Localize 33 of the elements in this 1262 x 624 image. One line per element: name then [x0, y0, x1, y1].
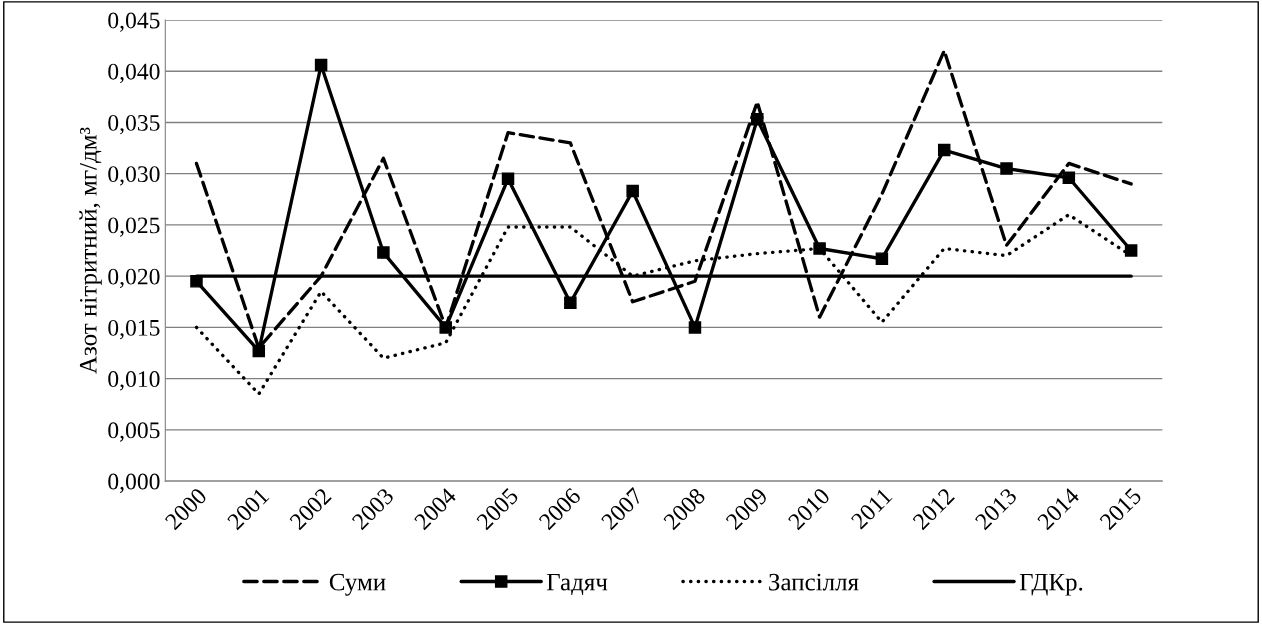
y-tick-label: 0,020	[108, 268, 160, 288]
y-tick-label: 0,000	[108, 473, 160, 493]
point	[688, 321, 702, 334]
y-tick-label: 0,040	[108, 63, 160, 84]
legend-label: Гадяч	[546, 573, 608, 596]
point	[314, 58, 328, 72]
point	[501, 172, 515, 186]
point	[875, 252, 889, 265]
legend-label: ГДКр.	[1019, 573, 1083, 596]
y-tick-label: 0,025	[108, 217, 160, 237]
y-tick-label: 0,030	[108, 166, 160, 186]
point	[377, 246, 390, 259]
legend-label: Суми	[329, 573, 386, 596]
point	[813, 242, 826, 255]
point	[626, 184, 639, 198]
y-tick-label: 0,005	[108, 422, 160, 442]
y-tick-label: 0,015	[108, 319, 160, 340]
point	[439, 321, 452, 334]
point	[564, 296, 577, 310]
y-tick-label: 0,035	[108, 114, 160, 135]
x-tick-label: 2011	[850, 487, 893, 530]
point	[1000, 162, 1013, 175]
point	[751, 113, 764, 126]
point	[1124, 244, 1138, 257]
point	[190, 275, 203, 288]
point	[937, 143, 951, 157]
legend-label: Запсілля	[769, 573, 859, 591]
y-tick-label: 0,010	[108, 371, 160, 391]
y-tick-label: 0,045	[108, 12, 160, 32]
x-tick-label: 2001	[226, 487, 270, 531]
y-axis-title: Азот нітритний, мг/дм³	[79, 127, 102, 374]
point	[1062, 171, 1076, 185]
point	[252, 344, 266, 358]
